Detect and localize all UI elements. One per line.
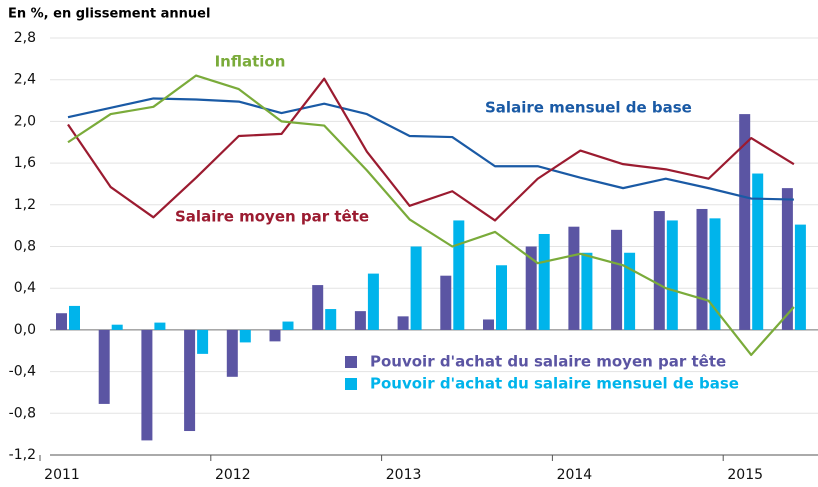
bar — [197, 329, 209, 354]
bar — [226, 329, 238, 377]
x-tick-label: 2014 — [557, 467, 593, 483]
y-tick-label: 0,0 — [14, 322, 36, 338]
legend-swatch — [345, 356, 357, 368]
legend-label: Pouvoir d'achat du salaire mensuel de ba… — [370, 375, 739, 393]
bar — [410, 246, 422, 330]
y-tick-label: -0,4 — [9, 364, 36, 380]
bar — [538, 233, 550, 330]
y-tick-label: 2,0 — [14, 113, 36, 129]
bar — [666, 220, 678, 330]
bar — [111, 324, 123, 330]
bar — [325, 309, 337, 330]
bar — [69, 305, 80, 330]
chart-subtitle: En %, en glissement annuel — [8, 7, 210, 22]
bar — [312, 285, 324, 330]
bar — [56, 313, 67, 330]
line — [67, 74, 795, 357]
bar — [781, 188, 793, 330]
series-label: Salaire mensuel de base — [485, 99, 692, 117]
bar — [98, 329, 110, 404]
bar — [525, 246, 537, 330]
bar — [568, 226, 580, 330]
bar — [354, 311, 366, 330]
x-tick-label: 2015 — [727, 467, 763, 483]
bar — [611, 229, 623, 330]
series-label: Salaire moyen par tête — [175, 208, 369, 226]
y-tick-label: 1,2 — [14, 197, 36, 213]
bar — [709, 218, 721, 330]
bar — [184, 329, 196, 432]
y-tick-label: 0,8 — [14, 239, 36, 255]
legend-label: Pouvoir d'achat du salaire moyen par têt… — [370, 353, 726, 371]
bar — [269, 329, 281, 342]
y-tick-label: 0,4 — [14, 280, 36, 296]
bar — [624, 252, 636, 330]
bar — [154, 322, 166, 330]
y-tick-label: -1,2 — [9, 447, 36, 463]
bar — [282, 321, 294, 330]
bar — [483, 319, 494, 330]
bar — [696, 208, 708, 330]
bar — [440, 275, 452, 330]
series-label: Inflation — [215, 53, 286, 71]
bar — [496, 265, 507, 330]
x-tick-label: 2011 — [44, 467, 80, 483]
bar — [581, 252, 593, 330]
x-tick-label: 2013 — [386, 467, 422, 483]
bar — [239, 329, 251, 343]
line — [67, 97, 794, 201]
bar — [739, 114, 751, 330]
legend-swatch — [345, 378, 357, 390]
bar — [752, 173, 764, 330]
bar — [453, 220, 465, 330]
x-tick-label: 2012 — [215, 467, 251, 483]
bar — [653, 211, 665, 330]
y-tick-label: 2,8 — [14, 30, 36, 46]
line — [67, 77, 795, 222]
bar — [141, 329, 153, 441]
y-tick-label: 2,4 — [14, 72, 36, 88]
y-tick-label: -0,8 — [9, 405, 36, 421]
y-tick-label: 1,6 — [14, 155, 36, 171]
bar — [397, 316, 409, 330]
bar — [367, 273, 379, 330]
bar — [794, 224, 806, 330]
